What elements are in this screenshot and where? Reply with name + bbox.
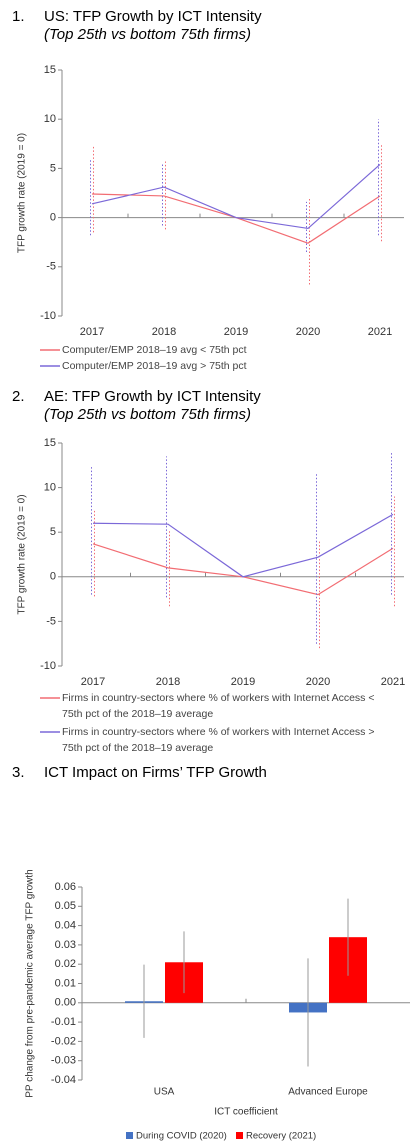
x-axis-label: ICT coefficient	[214, 1107, 278, 1118]
chart-subtitle: (Top 25th vs bottom 75th firms)	[44, 406, 251, 423]
x-tick-label: 2019	[224, 326, 248, 338]
chart-number: 3.	[12, 764, 25, 781]
y-tick-label: -5	[46, 615, 56, 627]
legend-label-box: Firms in country-sectors where % of work…	[62, 726, 375, 754]
y-tick-label: 15	[44, 64, 56, 76]
chart-number: 1.	[12, 8, 25, 25]
chart-title: AE: TFP Growth by ICT Intensity	[44, 388, 261, 405]
series-line	[91, 164, 381, 230]
x-tick-label: 2018	[156, 676, 180, 688]
legend-label: Firms in country-sectors where % of work…	[62, 692, 375, 720]
x-tick-label: Advanced Europe	[288, 1087, 368, 1098]
chart-subtitle: (Top 25th vs bottom 75th firms)	[44, 26, 251, 43]
y-tick-label: 0	[50, 571, 56, 583]
y-tick-label: -0.04	[51, 1074, 76, 1086]
legend-swatch	[236, 1132, 243, 1139]
y-tick-label: -0.01	[51, 1016, 76, 1028]
y-tick-label: 10	[44, 113, 56, 125]
legend-label-box: Computer/EMP 2018–19 avg < 75th pct	[62, 344, 247, 356]
y-tick-label: -5	[46, 261, 56, 273]
legend-label: During COVID (2020)	[136, 1131, 227, 1142]
chart-title: US: TFP Growth by ICT Intensity	[44, 8, 262, 25]
y-tick-label: 5	[50, 526, 56, 538]
legend-label: Recovery (2021)	[246, 1131, 316, 1142]
x-tick-label: 2019	[231, 676, 255, 688]
y-tick-label: -10	[40, 310, 56, 322]
legend-swatch	[126, 1132, 133, 1139]
y-axis-label: PP change from pre-pandemic average TFP …	[25, 869, 36, 1097]
x-tick-label: 2017	[81, 676, 105, 688]
y-tick-label: 0.06	[55, 881, 76, 893]
legend-label-box: Computer/EMP 2018–19 avg > 75th pct	[62, 360, 247, 372]
x-tick-label: 2021	[381, 676, 405, 688]
series-line	[92, 513, 394, 578]
y-tick-label: 0.00	[55, 997, 76, 1009]
y-tick-label: 0.03	[55, 939, 76, 951]
y-axis-label: TFP growth rate (2019 = 0)	[17, 494, 28, 614]
x-tick-label: 2021	[368, 326, 392, 338]
y-tick-label: -10	[40, 660, 56, 672]
x-tick-label: 2020	[296, 326, 320, 338]
legend-label: Computer/EMP 2018–19 avg > 75th pct	[62, 360, 247, 372]
y-tick-label: 10	[44, 482, 56, 494]
chart-number: 2.	[12, 388, 25, 405]
y-tick-label: 0.01	[55, 977, 76, 989]
x-tick-label: 2018	[152, 326, 176, 338]
y-tick-label: -0.03	[51, 1055, 76, 1067]
series-line	[91, 193, 381, 244]
y-tick-label: 15	[44, 437, 56, 449]
y-tick-label: -0.02	[51, 1035, 76, 1047]
x-tick-label: 2017	[80, 326, 104, 338]
y-tick-label: 0.05	[55, 900, 76, 912]
x-tick-label: USA	[154, 1087, 175, 1098]
series-line	[92, 543, 394, 596]
legend-label: Computer/EMP 2018–19 avg < 75th pct	[62, 344, 247, 356]
legend-label: Firms in country-sectors where % of work…	[62, 726, 375, 754]
y-tick-label: 0	[50, 212, 56, 224]
y-axis-label: TFP growth rate (2019 = 0)	[17, 133, 28, 253]
y-tick-label: 0.02	[55, 958, 76, 970]
chart-title: ICT Impact on Firms’ TFP Growth	[44, 764, 267, 781]
legend-label-box: Firms in country-sectors where % of work…	[62, 692, 375, 720]
y-tick-label: 5	[50, 162, 56, 174]
y-tick-label: 0.04	[55, 920, 76, 932]
x-tick-label: 2020	[306, 676, 330, 688]
